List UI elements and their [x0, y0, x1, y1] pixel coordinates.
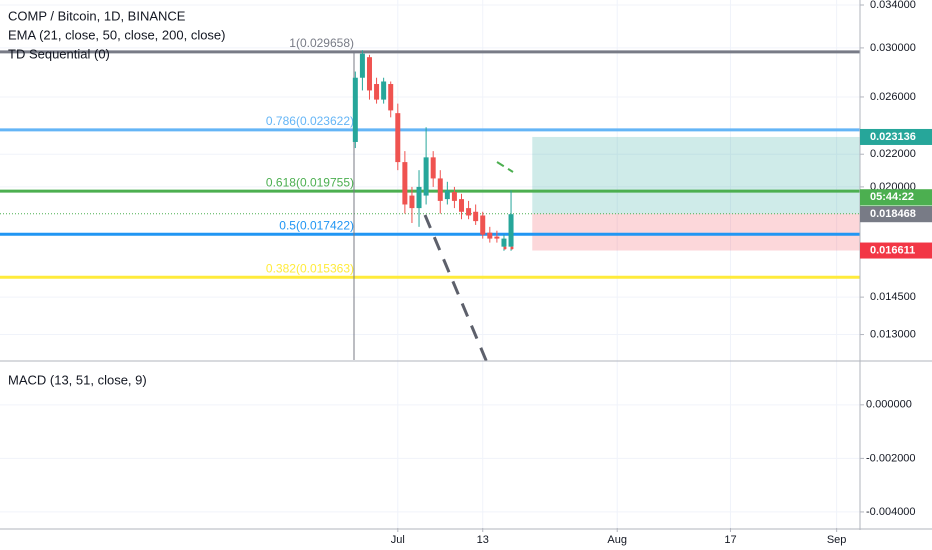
x-tick-label: Sep — [827, 534, 847, 546]
candle-body — [494, 236, 500, 239]
price-badge-label: 0.023136 — [870, 131, 916, 143]
candle-body — [458, 199, 464, 212]
axes: 0.0340000.0300000.0260000.0220000.020000… — [391, 0, 932, 546]
candle-body — [416, 186, 422, 209]
candle-body — [352, 77, 358, 142]
candle-body — [501, 238, 507, 247]
candle-body — [487, 232, 493, 239]
chart-title: COMP / Bitcoin, 1D, BINANCE — [8, 8, 186, 23]
fib-label: 0.786(0.023622) — [266, 114, 354, 128]
indicator-label: TD Sequential (0) — [8, 46, 110, 61]
y-tick-label: 0.014500 — [870, 291, 916, 303]
y-tick-label: 0.026000 — [870, 91, 916, 103]
candle-body — [451, 192, 457, 201]
candle-body — [409, 195, 415, 209]
candle-body — [359, 53, 365, 78]
price-badge — [860, 128, 932, 145]
candle-body — [437, 178, 443, 201]
grid — [0, 0, 860, 528]
fib-label: 0.382(0.015363) — [266, 261, 354, 275]
candle-body — [374, 84, 380, 100]
y-tick-label: 0.030000 — [870, 42, 916, 54]
stop-zone — [532, 213, 860, 251]
x-tick-label: Jul — [391, 534, 405, 546]
y-tick-label: -0.004000 — [866, 506, 916, 518]
price-badge-label: 0.016611 — [870, 244, 915, 256]
candle-body — [395, 113, 401, 163]
fib-label: 0.5(0.017422) — [279, 218, 354, 232]
candle-body — [508, 214, 514, 247]
x-tick-label: 17 — [724, 534, 736, 546]
countdown-badge — [860, 189, 932, 206]
indicator-label: EMA (21, close, 50, close, 200, close) — [8, 27, 226, 42]
fib-label: 1(0.029658) — [289, 36, 354, 50]
candle-body — [444, 190, 450, 200]
macd-title: MACD (13, 51, close, 9) — [8, 372, 147, 387]
projection-line — [496, 161, 514, 173]
countdown-label: 05:44:22 — [870, 191, 914, 203]
price-badge-label: 0.018468 — [870, 208, 916, 220]
candle-body — [366, 57, 372, 91]
candle-body — [480, 215, 486, 235]
candle-body — [466, 208, 472, 216]
x-tick-label: Aug — [607, 534, 627, 546]
fibonacci: 1(0.029658) 0.786(0.023622) 0.618(0.019755… — [0, 36, 860, 279]
td-dot — [510, 246, 514, 250]
candle-body — [473, 211, 479, 222]
price-badge — [860, 242, 932, 259]
y-tick-label: -0.002000 — [866, 452, 916, 464]
td-dot — [503, 246, 507, 250]
candle-body — [388, 84, 394, 111]
target-zone — [532, 136, 860, 214]
y-tick-label: 0.000000 — [866, 399, 912, 411]
fib-label: 0.618(0.019755) — [266, 175, 354, 189]
y-tick-label: 0.022000 — [870, 148, 916, 160]
candle-body — [423, 157, 429, 196]
candle-body — [381, 81, 387, 100]
position-zones — [0, 136, 860, 251]
candles — [352, 50, 514, 251]
trend-line — [423, 214, 490, 366]
y-tick-label: 0.034000 — [870, 0, 916, 11]
price-badge — [860, 206, 932, 223]
candle-body — [402, 162, 408, 205]
x-tick-label: 13 — [477, 534, 489, 546]
candle-body — [430, 157, 436, 179]
y-tick-label: 0.013000 — [870, 328, 916, 340]
